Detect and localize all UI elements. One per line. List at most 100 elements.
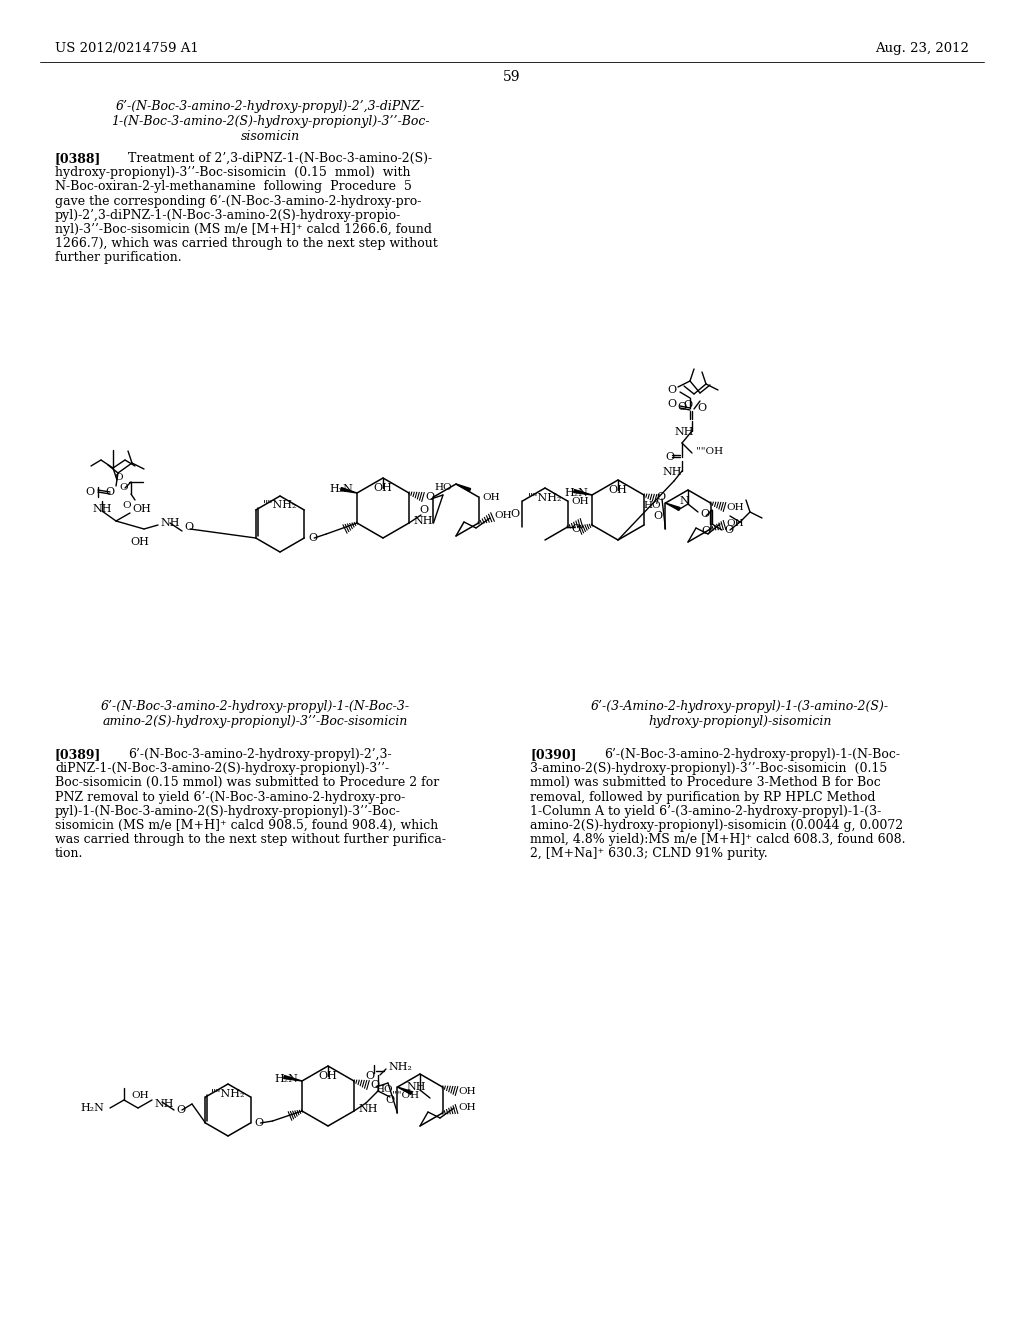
Text: [0389]: [0389] xyxy=(55,748,101,762)
Text: O: O xyxy=(656,492,666,502)
Text: removal, followed by purification by RP HPLC Method: removal, followed by purification by RP … xyxy=(530,791,876,804)
Text: O: O xyxy=(665,451,674,462)
Polygon shape xyxy=(456,484,471,491)
Text: O: O xyxy=(366,1071,375,1081)
Text: OH: OH xyxy=(459,1102,476,1111)
Text: ""NH₂: ""NH₂ xyxy=(527,492,562,503)
Text: H₂N: H₂N xyxy=(564,488,588,498)
Text: O: O xyxy=(724,525,733,535)
Text: NH: NH xyxy=(413,516,432,525)
Text: mmol, 4.8% yield):MS m/e [M+H]⁺ calcd 608.3, found 608.: mmol, 4.8% yield):MS m/e [M+H]⁺ calcd 60… xyxy=(530,833,905,846)
Text: O: O xyxy=(571,524,580,535)
Text: OH: OH xyxy=(318,1071,338,1081)
Text: H₂N: H₂N xyxy=(80,1104,103,1113)
Text: O: O xyxy=(370,1080,379,1090)
Text: O: O xyxy=(701,525,711,536)
Text: OH: OH xyxy=(726,503,744,511)
Text: H₂N: H₂N xyxy=(329,484,353,494)
Text: OH: OH xyxy=(608,484,628,495)
Text: sisomicin (MS m/e [M+H]⁺ calcd 908.5, found 908.4), which: sisomicin (MS m/e [M+H]⁺ calcd 908.5, fo… xyxy=(55,818,438,832)
Polygon shape xyxy=(284,1076,302,1081)
Text: [0390]: [0390] xyxy=(530,748,577,762)
Text: O: O xyxy=(85,487,94,498)
Text: O: O xyxy=(308,533,317,543)
Text: 1-(N-Boc-3-amino-2(S)-hydroxy-propionyl)-3’’-Boc-: 1-(N-Boc-3-amino-2(S)-hydroxy-propionyl)… xyxy=(111,115,429,128)
Text: OH: OH xyxy=(459,1086,476,1096)
Text: O: O xyxy=(176,1105,185,1115)
Polygon shape xyxy=(666,503,680,511)
Text: O: O xyxy=(255,1118,263,1129)
Text: nyl)-3’’-Boc-sisomicin (MS m/e [M+H]⁺ calcd 1266.6, found: nyl)-3’’-Boc-sisomicin (MS m/e [M+H]⁺ ca… xyxy=(55,223,432,236)
Text: HO: HO xyxy=(644,500,662,510)
Text: Boc-sisomicin (0.15 mmol) was submitted to Procedure 2 for: Boc-sisomicin (0.15 mmol) was submitted … xyxy=(55,776,439,789)
Text: O: O xyxy=(385,1096,394,1105)
Text: N: N xyxy=(679,496,689,506)
Text: O: O xyxy=(653,511,663,521)
Text: gave the corresponding 6’-(N-Boc-3-amino-2-hydroxy-pro-: gave the corresponding 6’-(N-Boc-3-amino… xyxy=(55,194,421,207)
Text: 59: 59 xyxy=(503,70,521,84)
Text: O: O xyxy=(419,506,428,515)
Text: OH: OH xyxy=(131,537,150,546)
Text: 6’-(N-Boc-3-amino-2-hydroxy-propyl)-2’,3-: 6’-(N-Boc-3-amino-2-hydroxy-propyl)-2’,3… xyxy=(128,748,391,762)
Text: 6’-(N-Boc-3-amino-2-hydroxy-propyl)-1-(N-Boc-: 6’-(N-Boc-3-amino-2-hydroxy-propyl)-1-(N… xyxy=(604,748,900,762)
Text: ""NH₂: ""NH₂ xyxy=(211,1089,245,1100)
Text: ""OH: ""OH xyxy=(392,1090,419,1100)
Text: diPNZ-1-(N-Boc-3-amino-2(S)-hydroxy-propionyl)-3’’-: diPNZ-1-(N-Boc-3-amino-2(S)-hydroxy-prop… xyxy=(55,762,389,775)
Text: O: O xyxy=(184,521,194,532)
Text: pyl)-1-(N-Boc-3-amino-2(S)-hydroxy-propionyl)-3’’-Boc-: pyl)-1-(N-Boc-3-amino-2(S)-hydroxy-propi… xyxy=(55,805,400,818)
Text: NH: NH xyxy=(358,1104,378,1114)
Polygon shape xyxy=(341,487,357,492)
Text: 2, [M+Na]⁺ 630.3; CLND 91% purity.: 2, [M+Na]⁺ 630.3; CLND 91% purity. xyxy=(530,847,768,861)
Text: [0388]: [0388] xyxy=(55,152,101,165)
Text: OH: OH xyxy=(571,496,589,506)
Polygon shape xyxy=(397,1086,412,1094)
Text: further purification.: further purification. xyxy=(55,251,181,264)
Text: NH: NH xyxy=(154,1100,173,1109)
Text: was carried through to the next step without further purifica-: was carried through to the next step wit… xyxy=(55,833,446,846)
Text: N-Boc-oxiran-2-yl-methanamine  following  Procedure  5: N-Boc-oxiran-2-yl-methanamine following … xyxy=(55,181,412,194)
Text: OH: OH xyxy=(482,492,500,502)
Text: NH₂: NH₂ xyxy=(388,1063,412,1072)
Text: 6’-(3-Amino-2-hydroxy-propyl)-1-(3-amino-2(S)-: 6’-(3-Amino-2-hydroxy-propyl)-1-(3-amino… xyxy=(591,700,889,713)
Text: Aug. 23, 2012: Aug. 23, 2012 xyxy=(876,42,969,55)
Text: ""NH₂: ""NH₂ xyxy=(263,500,297,510)
Text: HO: HO xyxy=(376,1085,393,1093)
Text: O: O xyxy=(667,385,676,395)
Text: NH: NH xyxy=(674,426,693,437)
Text: 3-amino-2(S)-hydroxy-propionyl)-3’’-Boc-sisomicin  (0.15: 3-amino-2(S)-hydroxy-propionyl)-3’’-Boc-… xyxy=(530,762,887,775)
Text: tion.: tion. xyxy=(55,847,83,861)
Text: O: O xyxy=(510,510,519,519)
Text: OH: OH xyxy=(374,483,392,492)
Text: US 2012/0214759 A1: US 2012/0214759 A1 xyxy=(55,42,199,55)
Text: 6’-(N-Boc-3-amino-2-hydroxy-propyl)-2’,3-diPNZ-: 6’-(N-Boc-3-amino-2-hydroxy-propyl)-2’,3… xyxy=(116,100,425,114)
Text: amino-2(S)-hydroxy-propionyl)-sisomicin (0.0044 g, 0.0072: amino-2(S)-hydroxy-propionyl)-sisomicin … xyxy=(530,818,903,832)
Text: NH: NH xyxy=(92,504,112,513)
Text: sisomicin: sisomicin xyxy=(241,129,300,143)
Text: 1266.7), which was carried through to the next step without: 1266.7), which was carried through to th… xyxy=(55,238,437,251)
Polygon shape xyxy=(573,490,592,495)
Text: OH: OH xyxy=(132,504,151,513)
Text: OH: OH xyxy=(495,511,512,520)
Text: amino-2(S)-hydroxy-propionyl)-3’’-Boc-sisomicin: amino-2(S)-hydroxy-propionyl)-3’’-Boc-si… xyxy=(102,715,408,729)
Text: O: O xyxy=(683,400,692,411)
Text: 6’-(N-Boc-3-amino-2-hydroxy-propyl)-1-(N-Boc-3-: 6’-(N-Boc-3-amino-2-hydroxy-propyl)-1-(N… xyxy=(100,700,410,713)
Text: hydroxy-propionyl)-sisomicin: hydroxy-propionyl)-sisomicin xyxy=(648,715,831,729)
Text: O: O xyxy=(425,492,434,502)
Text: mmol) was submitted to Procedure 3-Method B for Boc: mmol) was submitted to Procedure 3-Metho… xyxy=(530,776,881,789)
Text: 1-Column A to yield 6’-(3-amino-2-hydroxy-propyl)-1-(3-: 1-Column A to yield 6’-(3-amino-2-hydrox… xyxy=(530,805,882,818)
Text: O: O xyxy=(115,474,123,483)
Text: O: O xyxy=(700,510,710,519)
Text: NH: NH xyxy=(160,517,179,528)
Text: O: O xyxy=(677,403,686,412)
Text: Treatment of 2’,3-diPNZ-1-(N-Boc-3-amino-2(S)-: Treatment of 2’,3-diPNZ-1-(N-Boc-3-amino… xyxy=(128,152,432,165)
Text: O: O xyxy=(123,502,131,510)
Text: PNZ removal to yield 6’-(N-Boc-3-amino-2-hydroxy-pro-: PNZ removal to yield 6’-(N-Boc-3-amino-2… xyxy=(55,791,406,804)
Text: ""OH: ""OH xyxy=(696,446,723,455)
Text: O: O xyxy=(667,399,676,409)
Text: OH: OH xyxy=(131,1092,148,1101)
Text: hydroxy-propionyl)-3’’-Boc-sisomicin  (0.15  mmol)  with: hydroxy-propionyl)-3’’-Boc-sisomicin (0.… xyxy=(55,166,411,180)
Text: O: O xyxy=(697,403,707,413)
Text: HO: HO xyxy=(434,483,452,492)
Text: OH: OH xyxy=(726,519,744,528)
Text: NH: NH xyxy=(663,467,682,477)
